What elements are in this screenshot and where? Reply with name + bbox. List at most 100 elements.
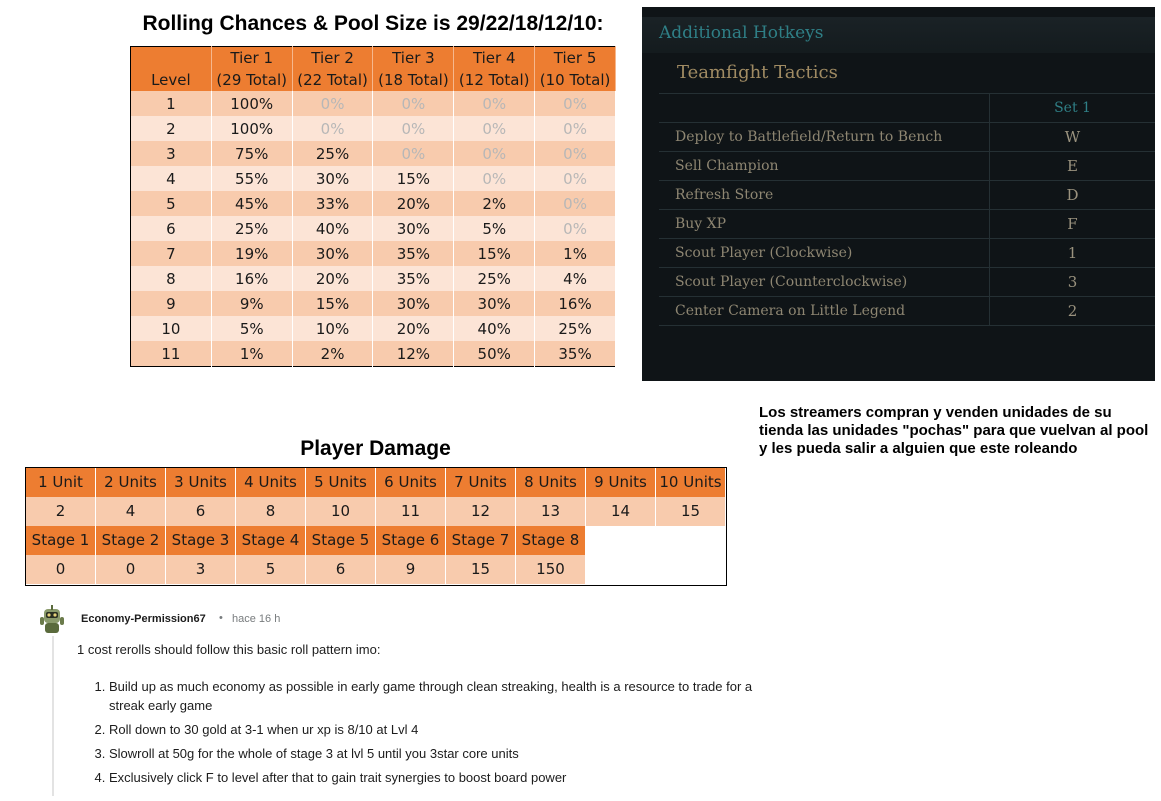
units-header-cell: 7 Units [446, 468, 516, 497]
units-header-row: 1 Unit 2 Units 3 Units 4 Units 5 Units 6 Unit… [26, 468, 726, 497]
comment-step: Build up as much economy as possible in … [109, 677, 769, 715]
units-value-row: 2 4 6 8 10 11 12 13 14 15 [26, 497, 726, 526]
odds-cell: 0% [453, 141, 536, 166]
robot-avatar-icon[interactable] [36, 603, 68, 635]
stage-header-cell: Stage 3 [166, 526, 236, 555]
odds-cell: 2% [292, 341, 374, 367]
units-header-cell: 6 Units [376, 468, 446, 497]
units-header-cell: 4 Units [236, 468, 306, 497]
odds-cell: 50% [453, 341, 536, 367]
tier-total: (12 Total) [458, 71, 530, 89]
hotkey-key: 2 [989, 296, 1155, 326]
rolling-chances-title: Rolling Chances & Pool Size is 29/22/18/… [142, 12, 604, 35]
hotkey-row: Deploy to Battlefield/Return to Bench W [659, 122, 1155, 152]
thread-line[interactable] [52, 636, 54, 796]
hotkey-key: 3 [989, 267, 1155, 297]
stage-value-cell: 0 [26, 555, 96, 584]
odds-cell: 0% [292, 91, 374, 116]
level-cell: 10 [130, 316, 212, 341]
hotkeys-header-row: Set 1 [659, 93, 1155, 123]
rolling-chances-body: 1 100% 0% 0% 0% 0% 2 100% 0% 0% 0% 0% 3 75% 25% 0% 0% 0% 4… [130, 91, 616, 367]
hotkey-key: D [989, 180, 1155, 210]
odds-cell: 25% [211, 216, 293, 241]
hotkey-action: Refresh Store [659, 180, 990, 210]
tier-total: (10 Total) [539, 71, 611, 89]
rolling-row: 5 45% 33% 20% 2% 0% [130, 191, 616, 216]
odds-cell: 30% [292, 166, 374, 191]
units-value-cell: 12 [446, 497, 516, 526]
units-header-cell: 8 Units [516, 468, 586, 497]
stages-value-row: 0 0 3 5 6 9 15 150 [26, 555, 586, 584]
odds-cell: 1% [211, 341, 293, 367]
hotkey-action: Buy XP [659, 209, 990, 239]
tier-header: Tier 4 (12 Total) [453, 46, 536, 91]
comment-username[interactable]: Economy-Permission67 [81, 613, 206, 625]
rolling-row: 9 9% 15% 30% 30% 16% [130, 291, 616, 316]
odds-cell: 0% [534, 141, 616, 166]
odds-cell: 1% [534, 241, 616, 266]
units-value-cell: 4 [96, 497, 166, 526]
odds-cell: 0% [534, 116, 616, 141]
odds-cell: 35% [372, 241, 455, 266]
stage-value-cell: 6 [306, 555, 376, 584]
tier-name: Tier 2 [311, 49, 354, 67]
hotkey-row: Scout Player (Clockwise) 1 [659, 238, 1155, 268]
odds-cell: 33% [292, 191, 374, 216]
hotkeys-subtitle: Teamfight Tactics [677, 62, 838, 83]
tier-name: Tier 5 [553, 49, 597, 67]
odds-cell: 0% [534, 216, 616, 241]
odds-cell: 4% [534, 266, 616, 291]
odds-cell: 25% [534, 316, 616, 341]
odds-cell: 0% [292, 116, 374, 141]
comment-step: Exclusively click F to level after that … [109, 768, 769, 787]
action-column-header [659, 93, 990, 123]
odds-cell: 0% [534, 91, 616, 116]
odds-cell: 45% [211, 191, 293, 216]
tier-total: (22 Total) [297, 71, 368, 89]
odds-cell: 5% [211, 316, 293, 341]
comment-step: Slowroll at 50g for the whole of stage 3… [109, 744, 769, 763]
tier-header: Tier 2 (22 Total) [292, 46, 374, 91]
odds-cell: 100% [211, 116, 293, 141]
odds-cell: 0% [372, 116, 455, 141]
odds-cell: 30% [372, 291, 455, 316]
stage-header-cell: Stage 1 [26, 526, 96, 555]
rolling-row: 2 100% 0% 0% 0% 0% [130, 116, 616, 141]
comment-timestamp[interactable]: hace 16 h [232, 613, 281, 625]
comment-separator: • [219, 612, 223, 624]
odds-cell: 100% [211, 91, 293, 116]
odds-cell: 15% [453, 241, 536, 266]
set-column-header: Set 1 [989, 93, 1155, 123]
odds-cell: 30% [453, 291, 536, 316]
odds-cell: 25% [292, 141, 374, 166]
hotkey-key: E [989, 151, 1155, 181]
odds-cell: 9% [211, 291, 293, 316]
tier-header: Tier 5 (10 Total) [534, 46, 616, 91]
stage-header-cell: Stage 7 [446, 526, 516, 555]
odds-cell: 15% [372, 166, 455, 191]
hotkey-row: Refresh Store D [659, 180, 1155, 210]
hotkeys-title-bar [642, 17, 1155, 53]
units-value-cell: 14 [586, 497, 656, 526]
odds-cell: 35% [534, 341, 616, 367]
rolling-row: 4 55% 30% 15% 0% 0% [130, 166, 616, 191]
odds-cell: 19% [211, 241, 293, 266]
tier-header: Tier 3 (18 Total) [372, 46, 455, 91]
player-damage-title: Player Damage [300, 437, 451, 460]
rolling-row: 1 100% 0% 0% 0% 0% [130, 91, 616, 116]
hotkey-key: F [989, 209, 1155, 239]
odds-cell: 16% [534, 291, 616, 316]
units-value-cell: 8 [236, 497, 306, 526]
odds-cell: 5% [453, 216, 536, 241]
level-cell: 9 [130, 291, 212, 316]
odds-cell: 0% [372, 91, 455, 116]
level-cell: 1 [130, 91, 212, 116]
hotkey-key: W [989, 122, 1155, 152]
stage-value-cell: 150 [516, 555, 586, 584]
units-value-cell: 2 [26, 497, 96, 526]
stage-value-cell: 9 [376, 555, 446, 584]
odds-cell: 40% [292, 216, 374, 241]
level-cell: 4 [130, 166, 212, 191]
stage-header-cell: Stage 8 [516, 526, 586, 555]
hotkey-row: Sell Champion E [659, 151, 1155, 181]
